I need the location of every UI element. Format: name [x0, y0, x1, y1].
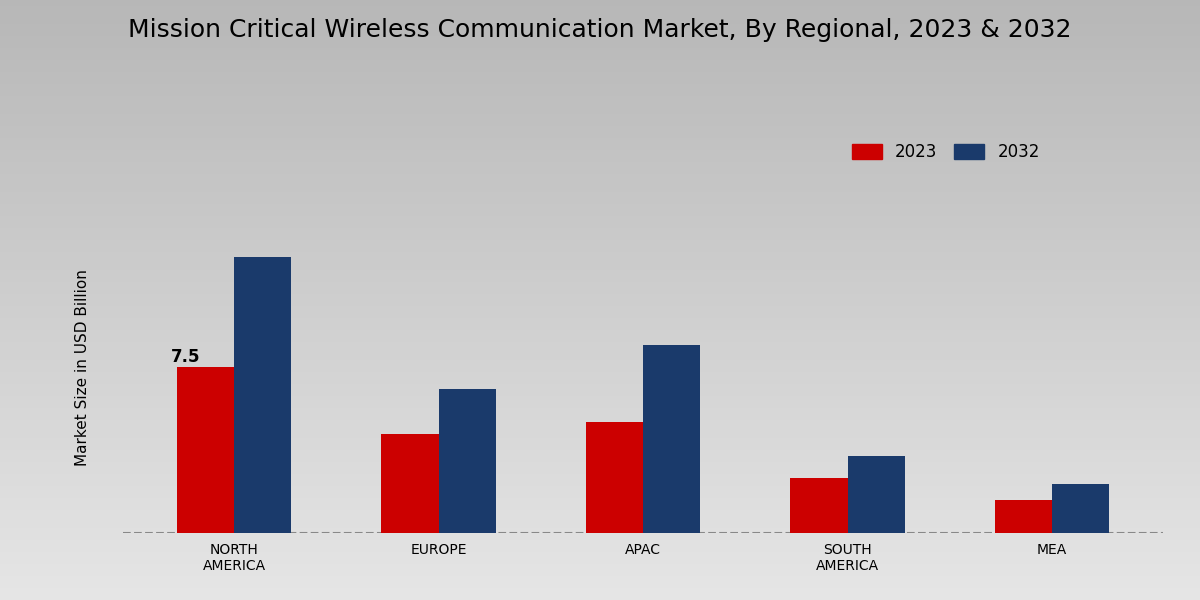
Bar — [995, 500, 1052, 533]
Bar — [234, 257, 292, 533]
Bar — [382, 434, 438, 533]
Bar — [643, 345, 701, 533]
Bar — [586, 422, 643, 533]
Bar — [1052, 484, 1109, 533]
Bar — [847, 455, 905, 533]
Legend: 2023, 2032: 2023, 2032 — [845, 137, 1046, 168]
Bar — [176, 367, 234, 533]
Text: Mission Critical Wireless Communication Market, By Regional, 2023 & 2032: Mission Critical Wireless Communication … — [128, 18, 1072, 42]
Text: 7.5: 7.5 — [170, 348, 200, 366]
Bar — [438, 389, 496, 533]
Y-axis label: Market Size in USD Billion: Market Size in USD Billion — [74, 269, 90, 466]
Bar — [791, 478, 847, 533]
